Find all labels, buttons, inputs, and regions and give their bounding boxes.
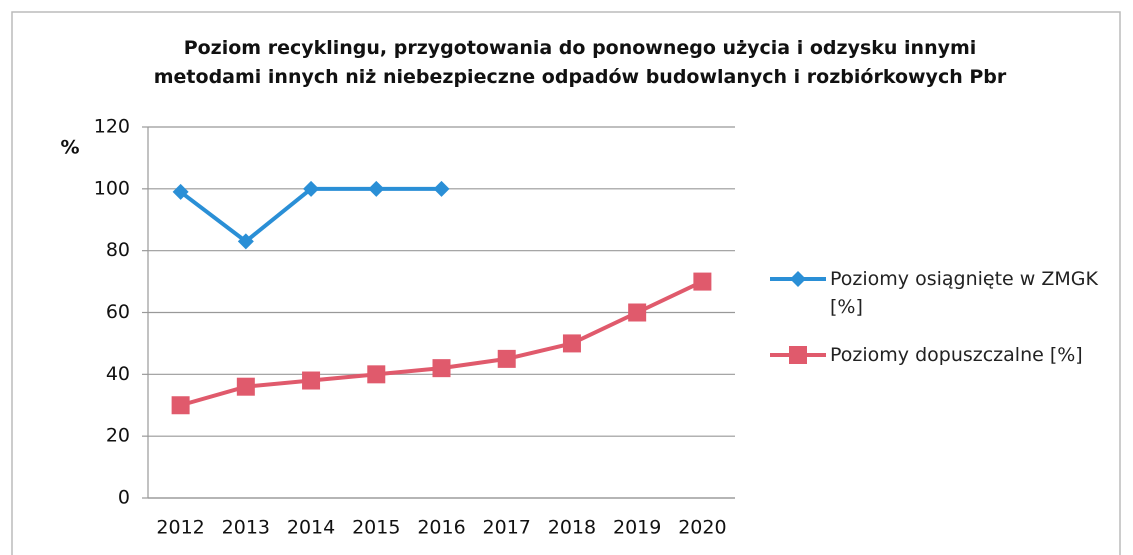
y-tick-label: 20 (106, 425, 130, 447)
y-tick-label: 80 (106, 239, 130, 261)
marker (368, 180, 385, 197)
y-tick-label: 0 (118, 487, 130, 509)
marker (789, 346, 807, 364)
y-tick-label: 100 (94, 177, 130, 199)
marker (236, 377, 255, 396)
chart-frame (11, 11, 1121, 555)
marker (367, 365, 386, 384)
legend-label: Poziomy osiągnięte w ZMGK [%] (830, 268, 1098, 318)
marker (172, 183, 189, 200)
x-tick-label: 2015 (352, 517, 400, 539)
marker (693, 272, 712, 291)
marker (562, 334, 581, 353)
chart-title: Poziom recyklingu, przygotowania do pono… (153, 37, 1007, 88)
legend-label: Poziomy dopuszczalne [%] (830, 344, 1083, 366)
x-tick-label: 2012 (156, 517, 204, 539)
x-tick-label: 2018 (548, 517, 596, 539)
marker (302, 371, 321, 390)
marker (790, 271, 806, 287)
marker (432, 359, 451, 378)
marker (497, 349, 516, 368)
x-tick-label: 2017 (483, 517, 531, 539)
y-tick-label: 60 (106, 301, 130, 323)
marker (237, 233, 254, 250)
marker (171, 396, 190, 415)
x-tick-label: 2014 (287, 517, 335, 539)
x-tick-label: 2016 (417, 517, 465, 539)
x-tick-label: 2019 (613, 517, 661, 539)
marker (433, 180, 450, 197)
marker (628, 303, 647, 322)
y-tick-label: 120 (94, 116, 130, 138)
y-axis-label: % (60, 137, 79, 159)
x-tick-label: 2020 (678, 517, 726, 539)
series-line (180, 279, 704, 408)
marker (303, 180, 320, 197)
x-tick-label: 2013 (222, 517, 270, 539)
y-tick-label: 40 (106, 363, 130, 385)
